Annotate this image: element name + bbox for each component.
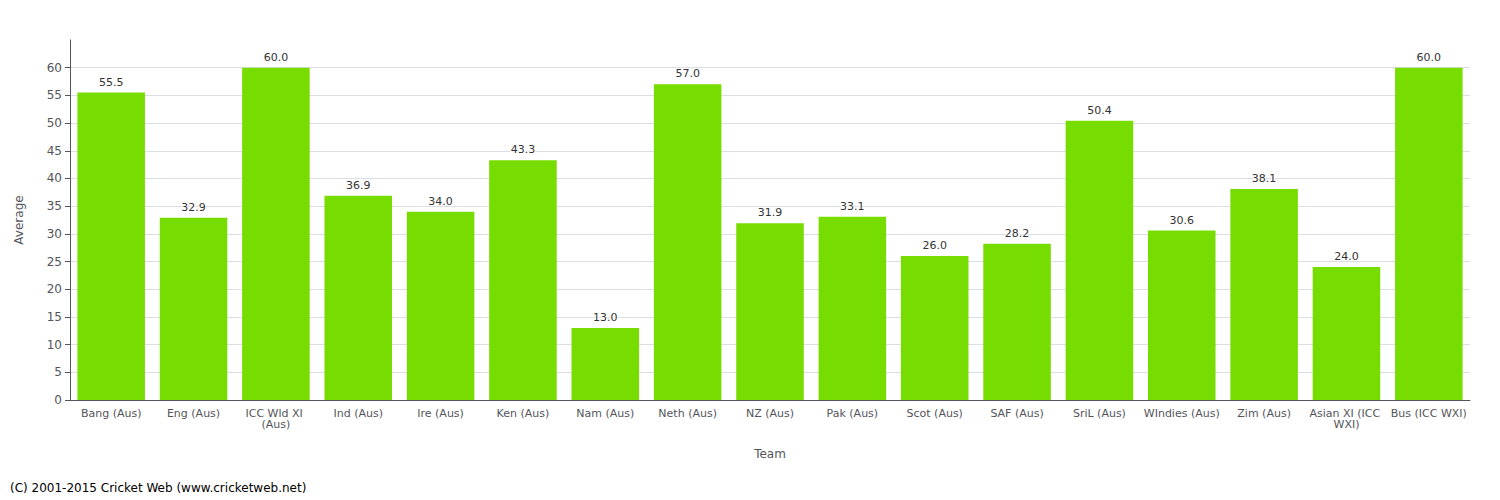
svg-text:45: 45 <box>47 144 62 158</box>
svg-text:WIndies (Aus): WIndies (Aus) <box>1144 407 1220 420</box>
svg-text:60.0: 60.0 <box>1417 51 1442 64</box>
svg-text:Pak (Aus): Pak (Aus) <box>827 407 879 420</box>
svg-text:ICC Wld XI: ICC Wld XI <box>245 407 307 420</box>
svg-text:Zim (Aus): Zim (Aus) <box>1237 407 1291 420</box>
svg-text:Ire (Aus): Ire (Aus) <box>417 407 464 420</box>
svg-text:43.3: 43.3 <box>511 143 536 156</box>
svg-text:60: 60 <box>47 61 62 75</box>
svg-text:SriL (Aus): SriL (Aus) <box>1073 407 1126 420</box>
svg-text:24.0: 24.0 <box>1334 250 1359 263</box>
svg-text:25: 25 <box>47 255 62 269</box>
svg-text:Nam (Aus): Nam (Aus) <box>576 407 634 420</box>
svg-text:35: 35 <box>47 199 62 213</box>
svg-text:60.0: 60.0 <box>264 51 289 64</box>
svg-text:30: 30 <box>47 227 62 241</box>
svg-text:15: 15 <box>47 310 62 324</box>
svg-text:Team: Team <box>753 447 786 461</box>
svg-text:34.0: 34.0 <box>428 195 453 208</box>
svg-text:5: 5 <box>54 365 62 379</box>
svg-text:38.1: 38.1 <box>1252 172 1277 185</box>
svg-text:Eng (Aus): Eng (Aus) <box>167 407 220 420</box>
svg-text:30.6: 30.6 <box>1170 214 1195 227</box>
svg-text:50: 50 <box>47 116 62 130</box>
svg-text:50.4: 50.4 <box>1087 104 1112 117</box>
svg-text:0: 0 <box>54 393 62 407</box>
svg-text:Asian XI (ICC: Asian XI (ICC <box>1309 407 1384 420</box>
svg-text:55: 55 <box>47 88 62 102</box>
svg-text:Ken (Aus): Ken (Aus) <box>497 407 550 420</box>
svg-text:57.0: 57.0 <box>675 67 700 80</box>
svg-text:Ind (Aus): Ind (Aus) <box>333 407 383 420</box>
svg-text:28.2: 28.2 <box>1005 227 1030 240</box>
svg-text:(Aus): (Aus) <box>261 418 290 431</box>
svg-text:Bus (ICC WXI): Bus (ICC WXI) <box>1391 407 1467 420</box>
svg-text:26.0: 26.0 <box>922 239 947 252</box>
svg-text:NZ (Aus): NZ (Aus) <box>746 407 794 420</box>
svg-text:55.5: 55.5 <box>99 76 124 89</box>
svg-text:Neth (Aus): Neth (Aus) <box>658 407 717 420</box>
svg-text:WXI): WXI) <box>1333 418 1359 431</box>
svg-text:40: 40 <box>47 171 62 185</box>
svg-text:Bang (Aus): Bang (Aus) <box>81 407 142 420</box>
svg-text:36.9: 36.9 <box>346 179 371 192</box>
svg-text:31.9: 31.9 <box>758 206 783 219</box>
svg-text:Average: Average <box>12 195 26 244</box>
svg-text:SAF (Aus): SAF (Aus) <box>990 407 1043 420</box>
svg-text:33.1: 33.1 <box>840 200 865 213</box>
svg-text:(C) 2001-2015 Cricket Web (www: (C) 2001-2015 Cricket Web (www.cricketwe… <box>10 481 306 495</box>
svg-text:20: 20 <box>47 282 62 296</box>
svg-text:32.9: 32.9 <box>181 201 206 214</box>
svg-text:13.0: 13.0 <box>593 311 618 324</box>
svg-text:10: 10 <box>47 338 62 352</box>
svg-text:Scot (Aus): Scot (Aus) <box>907 407 963 420</box>
